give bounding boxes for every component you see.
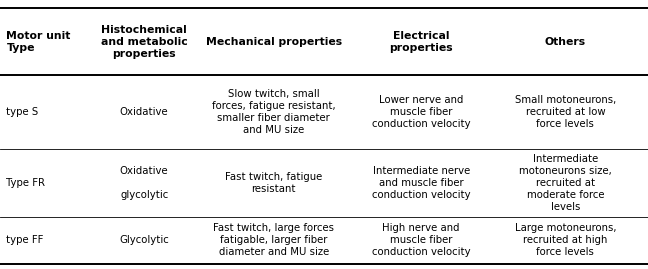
Text: Oxidative: Oxidative [120, 107, 168, 117]
Text: type S: type S [6, 107, 39, 117]
Text: Type FR: Type FR [6, 178, 45, 188]
Text: Glycolytic: Glycolytic [119, 235, 169, 245]
Text: Fast twitch, large forces
fatigable, larger fiber
diameter and MU size: Fast twitch, large forces fatigable, lar… [213, 223, 334, 257]
Text: Motor unit
Type: Motor unit Type [6, 31, 71, 53]
Text: Fast twitch, fatigue
resistant: Fast twitch, fatigue resistant [225, 172, 323, 194]
Text: High nerve and
muscle fiber
conduction velocity: High nerve and muscle fiber conduction v… [372, 223, 470, 257]
Text: Mechanical properties: Mechanical properties [205, 37, 342, 47]
Text: Small motoneurons,
recruited at low
force levels: Small motoneurons, recruited at low forc… [515, 95, 616, 129]
Text: Others: Others [545, 37, 586, 47]
Text: Slow twitch, small
forces, fatigue resistant,
smaller fiber diameter
and MU size: Slow twitch, small forces, fatigue resis… [212, 89, 336, 135]
Text: Lower nerve and
muscle fiber
conduction velocity: Lower nerve and muscle fiber conduction … [372, 95, 470, 129]
Text: type FF: type FF [6, 235, 44, 245]
Text: Intermediate nerve
and muscle fiber
conduction velocity: Intermediate nerve and muscle fiber cond… [372, 166, 470, 200]
Text: Intermediate
motoneurons size,
recruited at
moderate force
levels: Intermediate motoneurons size, recruited… [519, 154, 612, 212]
Text: Histochemical
and metabolic
properties: Histochemical and metabolic properties [101, 25, 187, 59]
Text: Oxidative

glycolytic: Oxidative glycolytic [120, 166, 168, 200]
Text: Large motoneurons,
recruited at high
force levels: Large motoneurons, recruited at high for… [515, 223, 616, 257]
Text: Electrical
properties: Electrical properties [389, 31, 453, 53]
